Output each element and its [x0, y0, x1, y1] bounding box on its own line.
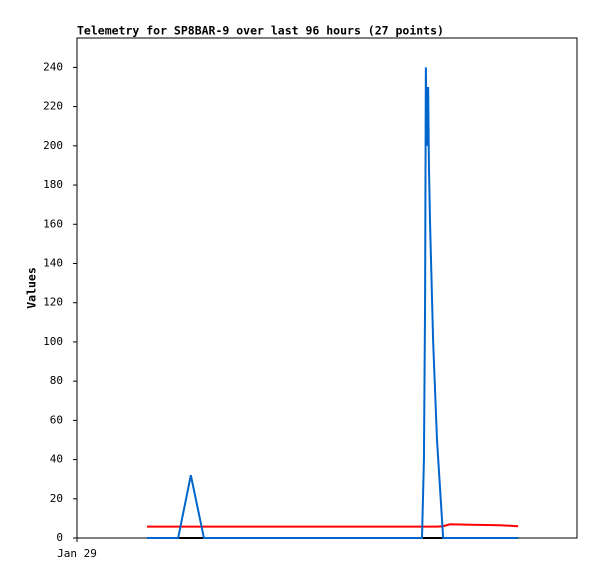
y-tick-label: 0	[56, 531, 63, 544]
y-tick-label: 80	[50, 374, 63, 387]
y-tick-label: 60	[50, 413, 63, 426]
y-tick-label: 100	[43, 335, 63, 348]
y-tick-label: 140	[43, 256, 63, 269]
y-tick-label: 220	[43, 100, 63, 113]
chart-title: Telemetry for SP8BAR-9 over last 96 hour…	[77, 24, 444, 38]
y-tick-label: 240	[43, 60, 63, 73]
y-tick-label: 160	[43, 217, 63, 230]
y-tick-label: 40	[50, 453, 63, 466]
y-tick-label: 180	[43, 178, 63, 191]
plot-frame	[76, 37, 578, 539]
y-tick-label: 200	[43, 139, 63, 152]
x-tick-label: Jan 29	[57, 547, 97, 560]
series-line	[147, 523, 519, 528]
y-tick-label: 20	[50, 492, 63, 505]
y-tick-label: 120	[43, 296, 63, 309]
y-axis-label: Values	[25, 267, 39, 309]
series-line	[147, 67, 519, 539]
